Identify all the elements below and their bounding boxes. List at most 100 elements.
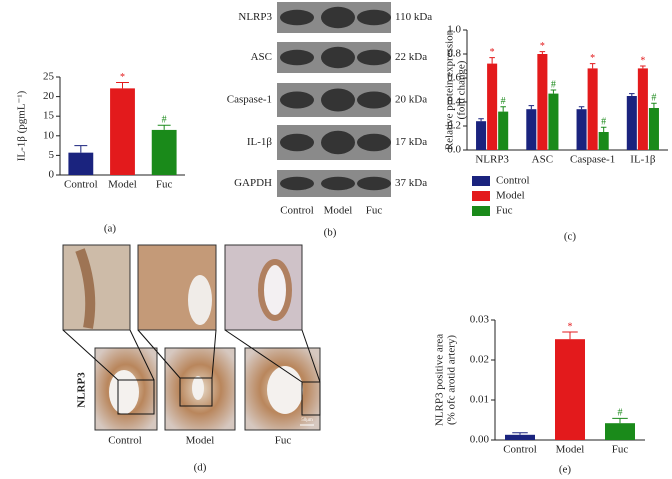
blot-band <box>280 91 314 109</box>
annotation: # <box>162 115 167 126</box>
histology-images <box>62 244 321 431</box>
scale-label: 50μm <box>301 418 313 423</box>
y-tick-label: 0.03 <box>470 314 490 326</box>
stain-label: NLRP3 <box>76 372 88 408</box>
connector <box>129 329 155 381</box>
error-bar <box>157 124 171 130</box>
connector <box>224 329 303 383</box>
legend-label: Model <box>496 190 525 202</box>
zoom-image <box>62 244 131 331</box>
y-tick-label: 0.01 <box>470 394 489 406</box>
column-label: Fuc <box>366 205 383 217</box>
lumen <box>188 275 212 325</box>
bar <box>151 129 177 175</box>
error-bar <box>600 126 607 132</box>
bar <box>637 68 648 150</box>
lumen <box>258 259 292 321</box>
error-bar <box>478 118 484 122</box>
blot-size: 110 kDa <box>395 11 432 23</box>
column-label: Model <box>186 435 215 447</box>
blot-band <box>280 49 314 66</box>
x-tick-label: Control <box>503 444 537 456</box>
panel-label: (c) <box>564 231 577 243</box>
error-bar <box>539 51 546 54</box>
blot-label: ASC <box>251 51 272 63</box>
annotation: * <box>540 41 545 52</box>
blot-band <box>357 91 391 109</box>
y-tick-label: 0.00 <box>470 434 490 446</box>
x-tick-label: IL-1β <box>630 154 656 166</box>
y-axis-label: (% ofc arotid artery) <box>446 335 458 425</box>
y-axis-label: NLRP3 positive area <box>434 334 446 426</box>
x-tick-label: Model <box>556 444 585 456</box>
bar <box>555 339 585 440</box>
x-tick-label: Control <box>64 179 98 191</box>
bar <box>587 68 598 150</box>
blot-size: 37 kDa <box>395 177 427 189</box>
x-tick-label: NLRP3 <box>475 154 509 166</box>
blot-band <box>280 9 314 26</box>
bar <box>648 108 659 150</box>
bar <box>605 423 635 440</box>
error-bar <box>629 93 635 96</box>
y-tick-label: 0.6 <box>447 72 461 84</box>
panel-label: (d) <box>194 462 207 474</box>
bar <box>68 152 94 175</box>
y-tick-label: 15 <box>43 110 55 122</box>
x-tick-label: Model <box>108 179 137 191</box>
y-tick-label: 5 <box>49 149 55 161</box>
error-bar <box>589 63 596 69</box>
panel-label: (b) <box>324 227 337 239</box>
error-bar <box>640 65 646 69</box>
lumen <box>192 376 204 400</box>
error-bar <box>562 331 578 340</box>
panel-label: (a) <box>104 223 117 235</box>
error-bar <box>116 81 129 89</box>
legend-swatch <box>472 191 490 201</box>
bar <box>526 109 537 150</box>
connector <box>301 329 321 383</box>
y-tick-label: 0 <box>49 169 55 181</box>
blot-band <box>321 88 355 112</box>
error-bar <box>651 102 657 108</box>
panel-label: (e) <box>559 464 572 476</box>
column-label: Control <box>280 205 314 217</box>
x-tick-label: Fuc <box>156 179 173 191</box>
error-bar <box>578 106 585 110</box>
column-label: Model <box>324 205 353 217</box>
y-tick-label: 25 <box>43 71 55 83</box>
error-bar <box>612 417 628 424</box>
legend-label: Control <box>496 175 530 187</box>
lumen <box>267 366 303 414</box>
y-tick-label: 0.02 <box>470 354 489 366</box>
bar <box>576 109 587 150</box>
zoom-box <box>301 381 321 416</box>
blot-band <box>357 176 391 191</box>
blot-label: IL-1β <box>247 136 273 148</box>
annotation: # <box>651 92 656 103</box>
error-bar <box>489 57 495 64</box>
annotation: * <box>568 321 573 332</box>
annotation: * <box>120 72 125 83</box>
blot-band <box>357 133 391 152</box>
error-bar <box>74 145 88 153</box>
bar <box>598 132 609 150</box>
bar <box>505 434 535 440</box>
legend-swatch <box>472 176 490 186</box>
bar <box>498 111 509 150</box>
y-tick-label: 0.2 <box>447 120 461 132</box>
annotation: # <box>618 408 623 419</box>
blot-label: NLRP3 <box>238 11 272 23</box>
blot-band <box>280 176 314 191</box>
y-tick-label: 20 <box>43 90 55 102</box>
y-tick-label: 0.0 <box>447 144 461 156</box>
blot-band <box>357 9 391 26</box>
x-tick-label: Fuc <box>612 444 629 456</box>
y-tick-label: 0.8 <box>447 48 461 60</box>
annotation: # <box>501 96 506 107</box>
bar <box>487 63 498 150</box>
annotation: # <box>551 79 556 90</box>
connector <box>62 329 119 381</box>
y-tick-label: 1.0 <box>447 24 461 36</box>
bar <box>626 96 637 150</box>
